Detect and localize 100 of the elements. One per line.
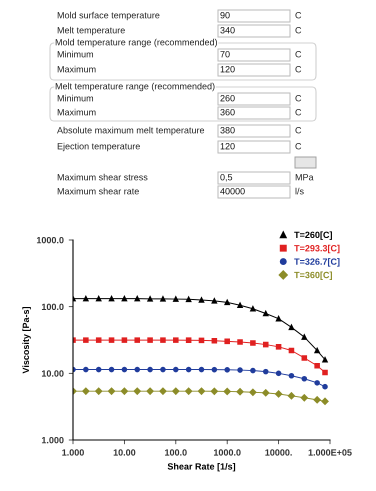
point bbox=[314, 380, 320, 386]
point bbox=[83, 366, 89, 372]
point bbox=[288, 348, 294, 354]
text: Maximum shear rate bbox=[58, 188, 139, 194]
point bbox=[302, 355, 308, 361]
text: C bbox=[295, 95, 302, 102]
point bbox=[250, 306, 256, 312]
point bbox=[186, 337, 192, 343]
point bbox=[236, 388, 244, 396]
point bbox=[314, 396, 321, 404]
point bbox=[173, 337, 179, 343]
point bbox=[134, 366, 140, 372]
point bbox=[262, 389, 270, 396]
x-tick-label: 1000.0 bbox=[214, 449, 241, 456]
point bbox=[302, 376, 308, 382]
point bbox=[172, 388, 180, 395]
point bbox=[83, 337, 89, 343]
legend-label: T=293.3[C] bbox=[294, 244, 340, 254]
point bbox=[108, 366, 114, 372]
text: C bbox=[295, 109, 302, 116]
point bbox=[108, 296, 114, 302]
text: C bbox=[295, 51, 302, 58]
text: 70 bbox=[220, 51, 230, 58]
text: 380 bbox=[220, 127, 235, 134]
text: Mold surface temperature bbox=[58, 12, 160, 20]
text: 360 bbox=[220, 109, 235, 116]
text: 340 bbox=[220, 27, 235, 34]
text: Mold temperature range (recommended) bbox=[56, 38, 218, 48]
point bbox=[237, 302, 243, 308]
text: Maximum bbox=[58, 108, 96, 116]
point bbox=[95, 388, 102, 395]
legend-label: T=326.7[C] bbox=[294, 258, 340, 267]
x-tick-label: 10000. bbox=[265, 449, 292, 456]
point bbox=[108, 337, 114, 343]
point bbox=[120, 388, 128, 395]
text: Absolute maximum melt temperature bbox=[57, 126, 204, 136]
x-tick-label: 10.00 bbox=[114, 449, 136, 456]
text: 40000 bbox=[220, 188, 245, 194]
text: Ejection temperature bbox=[58, 142, 140, 152]
point bbox=[134, 337, 140, 343]
y-tick-label: 100.0 bbox=[42, 304, 64, 310]
point bbox=[96, 366, 102, 372]
point bbox=[160, 366, 166, 372]
point bbox=[134, 388, 141, 395]
point bbox=[108, 388, 116, 395]
point bbox=[82, 388, 90, 395]
point bbox=[122, 337, 128, 343]
point bbox=[146, 388, 154, 395]
point bbox=[159, 388, 167, 395]
point bbox=[224, 388, 231, 396]
text: 90 bbox=[220, 12, 230, 18]
text: l/s bbox=[296, 188, 304, 194]
text: C bbox=[295, 127, 302, 134]
point bbox=[274, 390, 282, 398]
point bbox=[224, 367, 230, 373]
point bbox=[198, 338, 204, 344]
x-tick-label: 100.0 bbox=[165, 449, 187, 456]
point bbox=[96, 296, 102, 302]
x-tick-label: 1.000 bbox=[62, 449, 84, 456]
legend-label: T=360[C] bbox=[294, 272, 332, 280]
point bbox=[83, 296, 89, 302]
text: Melt temperature bbox=[58, 26, 125, 36]
text: C bbox=[295, 143, 302, 150]
point bbox=[198, 388, 206, 395]
point bbox=[249, 388, 257, 396]
x-tick-label: 1.000E+05 bbox=[308, 449, 352, 456]
text: C bbox=[295, 27, 302, 34]
point bbox=[276, 316, 282, 322]
y-axis-title: Viscosity [Pa-s] bbox=[22, 306, 31, 374]
text: MPa bbox=[296, 174, 314, 180]
point bbox=[134, 296, 140, 302]
text: Maximum bbox=[58, 66, 96, 72]
text: Maximum shear stress bbox=[58, 174, 148, 180]
point bbox=[250, 368, 256, 374]
point bbox=[122, 366, 128, 372]
point bbox=[210, 388, 218, 395]
x-axis-title: Shear Rate [1/s] bbox=[168, 463, 236, 472]
text: C bbox=[295, 66, 302, 72]
point bbox=[237, 367, 243, 373]
text: 0,5 bbox=[220, 174, 232, 182]
point bbox=[147, 366, 153, 372]
point bbox=[288, 392, 296, 400]
y-tick-label: 1000.0 bbox=[36, 236, 64, 244]
text: C bbox=[295, 12, 302, 18]
text: 120 bbox=[220, 66, 235, 72]
point bbox=[160, 337, 166, 343]
text: Minimum bbox=[58, 94, 94, 102]
point bbox=[250, 340, 256, 346]
text: 260 bbox=[220, 95, 235, 102]
legend-label: T=260[C] bbox=[294, 231, 332, 240]
point bbox=[262, 368, 269, 374]
point bbox=[122, 296, 128, 302]
point bbox=[212, 338, 218, 344]
point bbox=[198, 366, 204, 372]
point bbox=[237, 339, 243, 345]
text: Minimum bbox=[58, 50, 94, 58]
point bbox=[288, 372, 294, 379]
point bbox=[147, 337, 153, 343]
y-tick-label: 1.000 bbox=[42, 436, 64, 444]
point bbox=[224, 338, 230, 344]
